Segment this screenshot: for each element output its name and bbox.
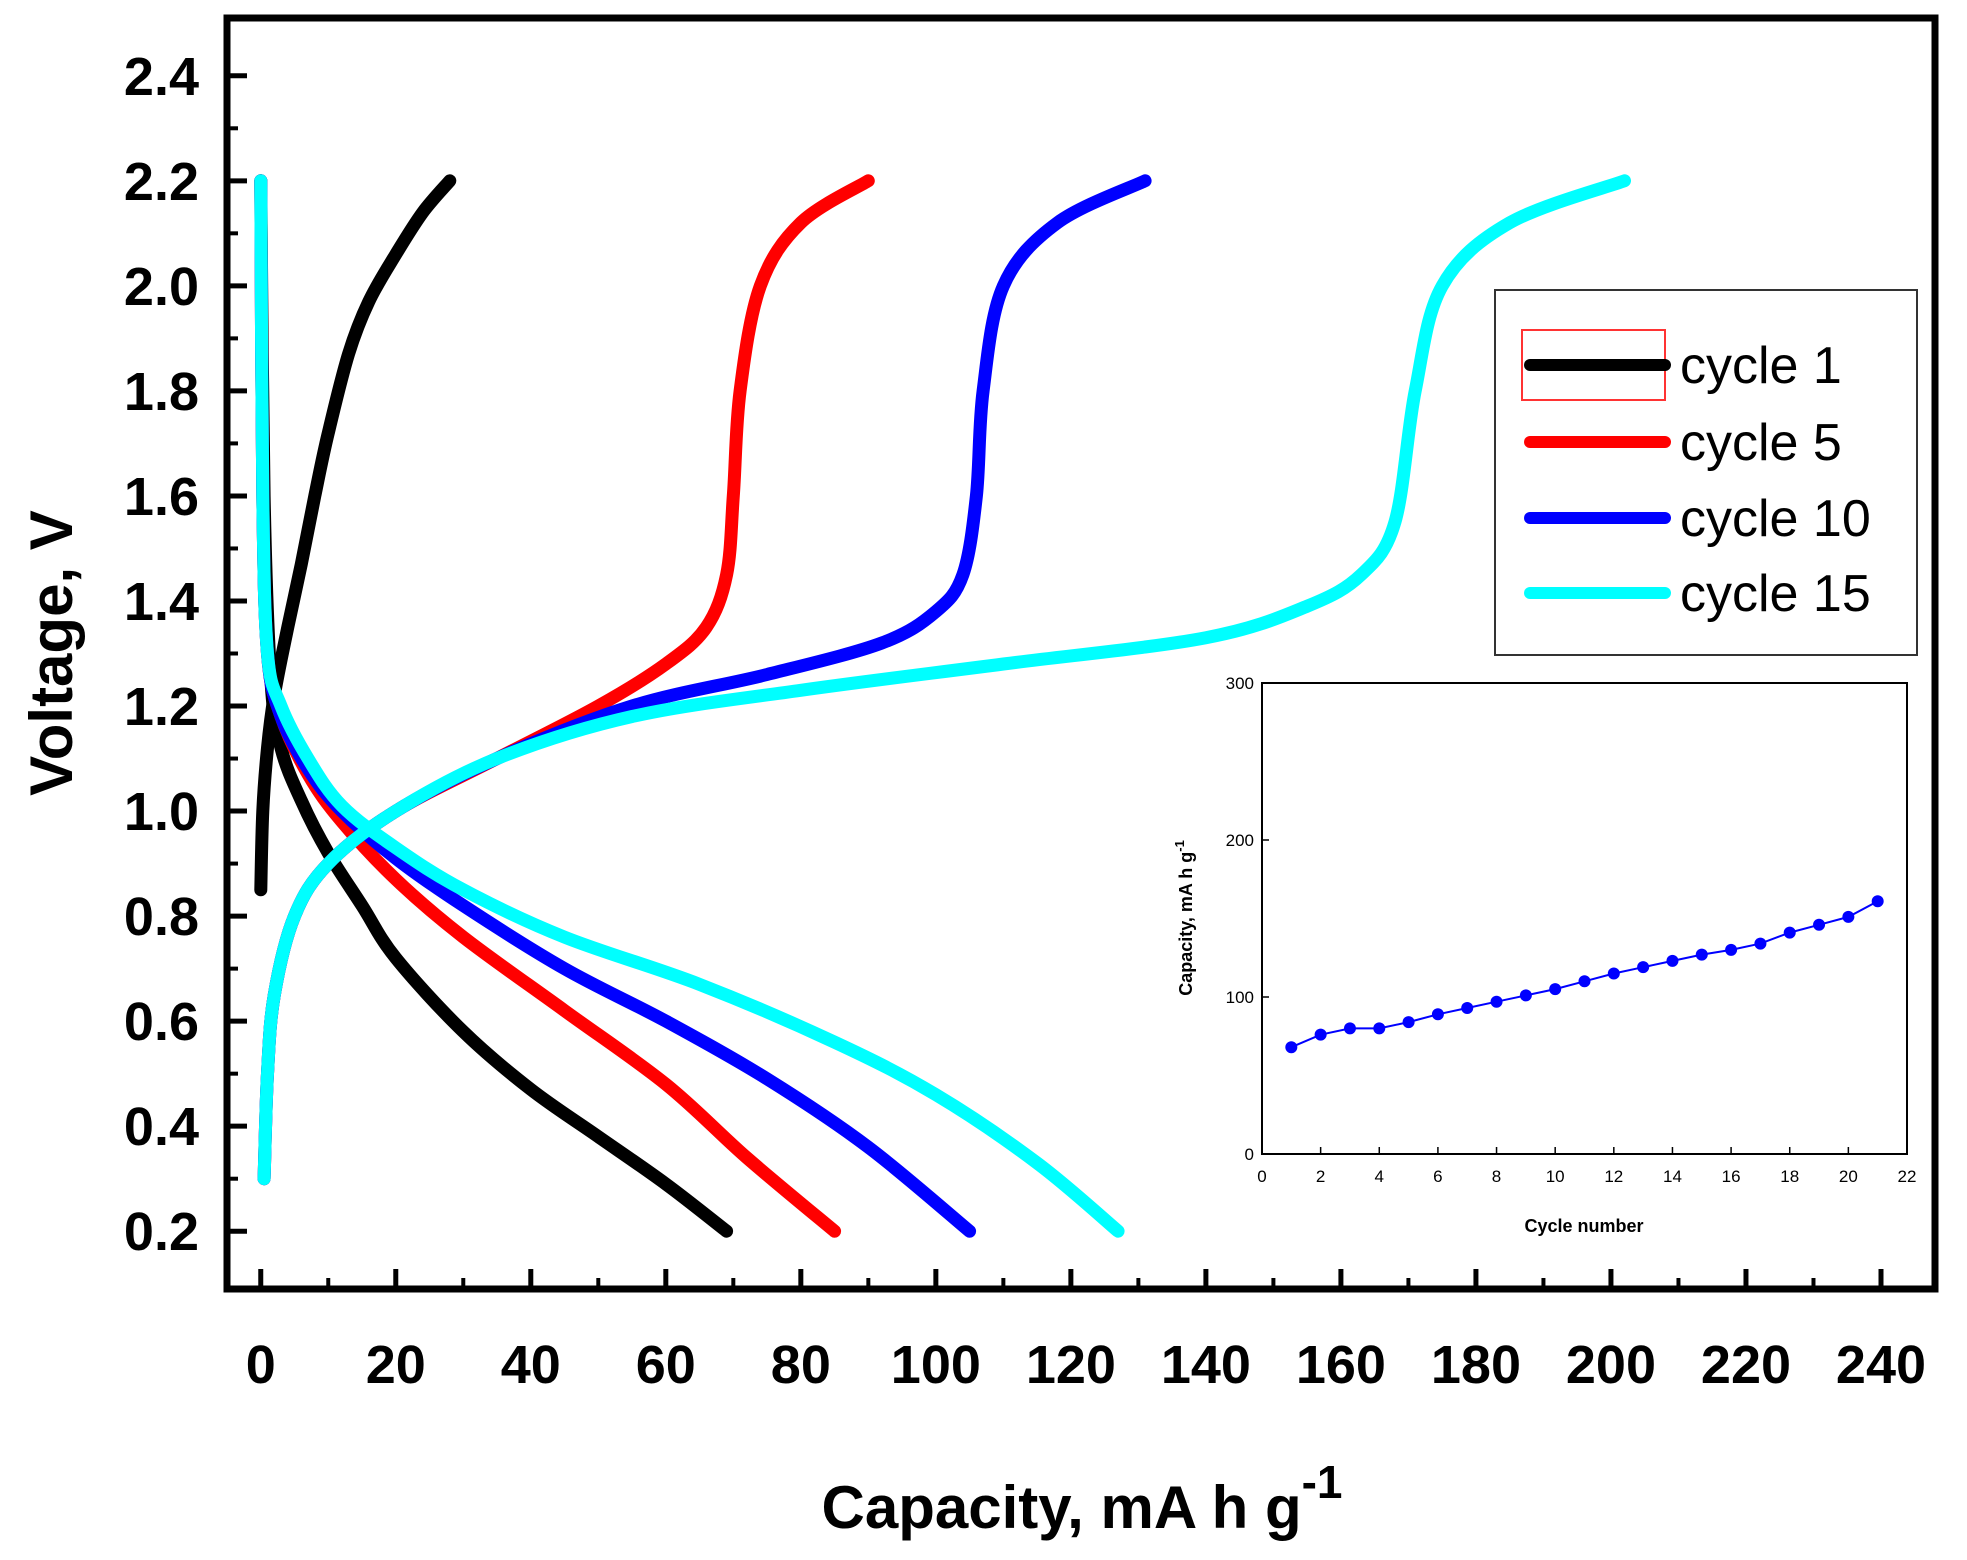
x-tick-label: 200 xyxy=(1566,1335,1656,1395)
inset-data-point xyxy=(1607,967,1620,980)
x-tick-label: 220 xyxy=(1701,1335,1791,1395)
inset-x-tick-label: 4 xyxy=(1375,1167,1384,1186)
series-line-cycle-15-discharge xyxy=(254,174,1125,1238)
y-tick-label: 1.0 xyxy=(124,782,199,842)
inset-data-point xyxy=(1490,995,1503,1008)
y-tick-label: 1.4 xyxy=(124,572,199,632)
x-axis-title-superscript: -1 xyxy=(1302,1456,1343,1508)
inset-y-tick-label: 0 xyxy=(1245,1145,1254,1164)
x-tick-label: 240 xyxy=(1836,1335,1926,1395)
inset-x-tick-label: 6 xyxy=(1433,1167,1442,1186)
inset-y-tick-label: 100 xyxy=(1226,988,1254,1007)
series-line-cycle-15-charge xyxy=(257,174,1631,1186)
inset-x-tick-label: 10 xyxy=(1546,1167,1565,1186)
inset-x-tick-label: 8 xyxy=(1492,1167,1501,1186)
inset-x-tick-label: 2 xyxy=(1316,1167,1325,1186)
inset-x-tick-label: 20 xyxy=(1839,1167,1858,1186)
y-tick-label: 2.0 xyxy=(124,257,199,317)
x-tick-label: 120 xyxy=(1026,1335,1116,1395)
inset-axes: 0 2 4 6 8 10 12 14 16 18 20 22 0 100 200 300 xyxy=(1226,674,1917,1186)
inset-data-point xyxy=(1461,1001,1474,1014)
inset-data-point xyxy=(1549,983,1562,996)
inset-data-point xyxy=(1725,943,1738,956)
x-axis-title-text: Capacity, mA h g xyxy=(822,1474,1302,1541)
legend-label-cycle-15: cycle 15 xyxy=(1680,565,1871,623)
y-tick-label: 1.2 xyxy=(124,677,199,737)
legend-label-cycle-10: cycle 10 xyxy=(1680,490,1871,548)
y-tick-label: 0.2 xyxy=(124,1202,199,1262)
inset-x-tick-label: 14 xyxy=(1663,1167,1682,1186)
series-line-cycle-1-charge xyxy=(254,174,457,897)
y-tick-label: 2.2 xyxy=(124,152,199,212)
y-tick-label: 0.6 xyxy=(124,992,199,1052)
x-tick-label: 60 xyxy=(636,1335,696,1395)
inset-y-tick-label: 300 xyxy=(1226,674,1254,693)
x-axis-title: Capacity, mA h g-1 xyxy=(822,1456,1343,1541)
y-tick-label: 0.4 xyxy=(124,1097,199,1157)
inset-data-point xyxy=(1578,975,1591,988)
x-tick-label: 40 xyxy=(501,1335,561,1395)
inset-y-axis-title-text: Capacity, mA h g xyxy=(1176,852,1196,996)
inset-y-axis-title-superscript: -1 xyxy=(1172,840,1187,852)
inset-data-point xyxy=(1783,926,1796,939)
inset-y-tick-label: 200 xyxy=(1226,831,1254,850)
legend-label-cycle-1: cycle 1 xyxy=(1680,337,1842,395)
inset-chart: 0 2 4 6 8 10 12 14 16 18 20 22 0 100 200 300 Cycle numb… xyxy=(1172,674,1916,1236)
inset-data-point xyxy=(1519,989,1532,1002)
inset-x-axis-title: Cycle number xyxy=(1524,1216,1643,1236)
inset-x-tick-label: 0 xyxy=(1257,1167,1266,1186)
inset-x-tick-label: 18 xyxy=(1780,1167,1799,1186)
x-tick-label: 0 xyxy=(246,1335,276,1395)
y-axis-title: Voltage, V xyxy=(18,510,85,796)
inset-data-point xyxy=(1285,1041,1298,1054)
legend-label-cycle-5: cycle 5 xyxy=(1680,414,1842,472)
inset-plot-frame xyxy=(1261,682,1908,1155)
inset-data-point xyxy=(1402,1016,1415,1029)
x-tick-label: 80 xyxy=(771,1335,831,1395)
inset-data-point xyxy=(1637,961,1650,974)
inset-x-tick-label: 12 xyxy=(1604,1167,1623,1186)
inset-series xyxy=(1285,895,1884,1054)
main-axes: 0.20.40.60.81.01.21.41.61.82.02.22.40 20 4… xyxy=(124,47,1926,1395)
x-tick-label: 20 xyxy=(366,1335,426,1395)
inset-data-point xyxy=(1842,910,1855,923)
inset-data-point xyxy=(1431,1008,1444,1021)
inset-x-tick-label: 22 xyxy=(1898,1167,1917,1186)
inset-data-point xyxy=(1813,918,1826,931)
inset-data-point xyxy=(1871,895,1884,908)
inset-data-point xyxy=(1373,1022,1386,1035)
inset-x-tick-label: 16 xyxy=(1722,1167,1741,1186)
y-tick-label: 1.6 xyxy=(124,467,199,527)
inset-data-point xyxy=(1754,937,1767,950)
inset-data-point xyxy=(1695,948,1708,961)
inset-data-point xyxy=(1314,1028,1327,1041)
x-tick-label: 160 xyxy=(1296,1335,1386,1395)
y-tick-label: 1.8 xyxy=(124,362,199,422)
x-tick-label: 180 xyxy=(1431,1335,1521,1395)
x-tick-label: 140 xyxy=(1161,1335,1251,1395)
inset-data-point xyxy=(1666,954,1679,967)
y-tick-label: 0.8 xyxy=(124,887,199,947)
y-tick-label: 2.4 xyxy=(124,47,199,107)
legend: cycle 1 cycle 5 cycle 10 cycle 15 xyxy=(1494,289,1918,656)
x-tick-label: 100 xyxy=(891,1335,981,1395)
inset-y-axis-title: Capacity, mA h g-1 xyxy=(1172,840,1196,996)
inset-data-point xyxy=(1343,1022,1356,1035)
main-curves xyxy=(254,174,1631,1238)
